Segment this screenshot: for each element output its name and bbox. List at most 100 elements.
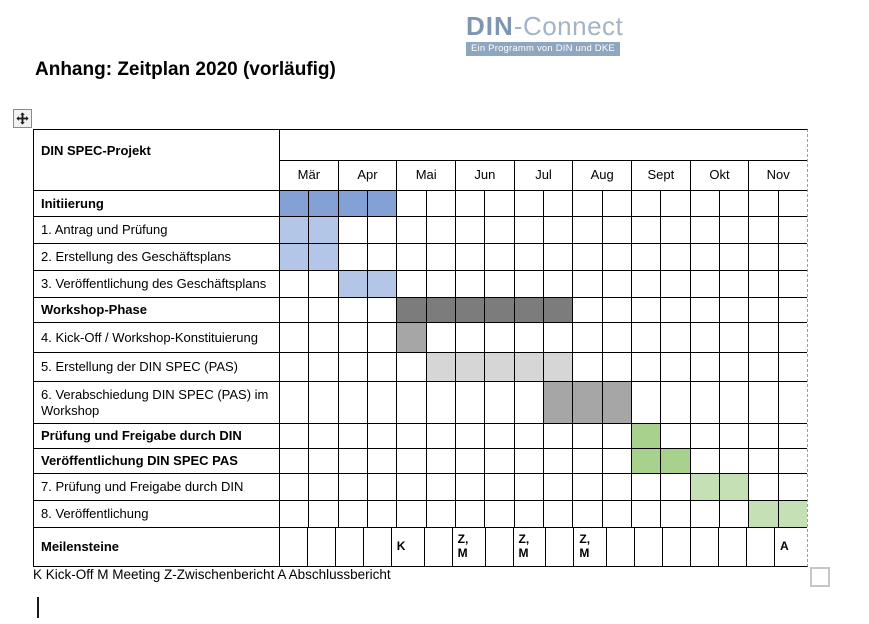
gantt-cell[interactable] — [544, 424, 574, 448]
gantt-cell[interactable] — [397, 474, 427, 500]
gantt-cell[interactable] — [309, 298, 339, 322]
gantt-cell[interactable] — [456, 501, 486, 527]
gantt-cell[interactable] — [632, 382, 662, 423]
gantt-cell[interactable] — [427, 474, 456, 500]
gantt-cell[interactable] — [280, 323, 310, 352]
gantt-cell[interactable] — [514, 298, 544, 322]
gantt-cell[interactable] — [515, 424, 544, 448]
gantt-cell[interactable] — [749, 474, 779, 500]
gantt-cell[interactable] — [691, 501, 720, 527]
gantt-cell[interactable] — [661, 449, 691, 473]
row-label[interactable]: Meilensteine — [34, 528, 280, 566]
gantt-cell[interactable] — [515, 474, 544, 500]
table-resize-handle[interactable] — [810, 567, 830, 587]
gantt-cell[interactable] — [661, 501, 691, 527]
row-label[interactable]: 8. Veröffentlichung — [34, 501, 280, 527]
gantt-cell[interactable] — [485, 191, 515, 216]
gantt-cell[interactable] — [339, 353, 368, 381]
gantt-cell[interactable] — [749, 298, 779, 322]
page-title[interactable]: Anhang: Zeitplan 2020 (vorläufig) — [35, 59, 336, 80]
gantt-cell[interactable] — [368, 353, 398, 381]
gantt-cell[interactable] — [336, 528, 364, 566]
gantt-cell[interactable] — [749, 191, 779, 216]
gantt-cell[interactable] — [720, 271, 750, 297]
gantt-cell[interactable] — [663, 528, 692, 566]
gantt-cell[interactable] — [607, 528, 636, 566]
gantt-cell[interactable] — [779, 191, 807, 216]
gantt-cell[interactable] — [632, 501, 662, 527]
gantt-cell[interactable] — [661, 271, 691, 297]
gantt-cell[interactable] — [573, 191, 603, 216]
gantt-cell[interactable] — [779, 298, 807, 322]
gantt-cell[interactable] — [397, 191, 427, 216]
gantt-cell[interactable] — [632, 353, 662, 381]
gantt-cell[interactable] — [368, 382, 398, 423]
gantt-cell[interactable] — [544, 244, 574, 270]
gantt-cell[interactable] — [779, 474, 807, 500]
gantt-cell[interactable] — [280, 424, 310, 448]
gantt-cell[interactable] — [661, 474, 691, 500]
row-label[interactable]: Workshop-Phase — [34, 298, 280, 322]
gantt-cell[interactable] — [397, 323, 427, 352]
gantt-cell[interactable] — [456, 271, 486, 297]
gantt-cell[interactable] — [280, 528, 308, 566]
gantt-cell[interactable] — [602, 382, 632, 423]
gantt-cell[interactable] — [280, 449, 310, 473]
gantt-cell[interactable] — [603, 271, 632, 297]
gantt-cell[interactable] — [309, 501, 339, 527]
gantt-cell[interactable] — [515, 271, 544, 297]
gantt-cell[interactable] — [720, 501, 750, 527]
gantt-cell[interactable] — [280, 382, 310, 423]
gantt-cell[interactable] — [309, 323, 339, 352]
gantt-cell[interactable] — [573, 353, 603, 381]
gantt-cell[interactable] — [456, 244, 486, 270]
gantt-cell[interactable] — [485, 298, 515, 322]
gantt-cell[interactable] — [368, 449, 398, 473]
gantt-cell[interactable] — [631, 424, 662, 448]
gantt-cell[interactable] — [573, 382, 603, 423]
gantt-cell[interactable] — [280, 217, 310, 243]
gantt-cell[interactable] — [632, 244, 662, 270]
gantt-cell[interactable] — [280, 244, 310, 270]
gantt-cell[interactable] — [515, 449, 544, 473]
gantt-cell[interactable] — [573, 474, 603, 500]
gantt-cell[interactable] — [573, 298, 603, 322]
gantt-cell[interactable] — [747, 528, 775, 566]
gantt-cell[interactable] — [603, 449, 632, 473]
gantt-cell[interactable] — [427, 244, 456, 270]
gantt-cell[interactable] — [309, 217, 339, 243]
gantt-cell[interactable] — [603, 298, 632, 322]
gantt-cell[interactable] — [426, 298, 456, 322]
row-label[interactable]: 4. Kick-Off / Workshop-Konstituierung — [34, 323, 280, 352]
gantt-cell[interactable] — [456, 191, 486, 216]
gantt-cell[interactable] — [515, 382, 544, 423]
gantt-cell[interactable] — [339, 474, 368, 500]
gantt-cell[interactable] — [456, 217, 486, 243]
gantt-cell[interactable] — [544, 449, 574, 473]
gantt-cell[interactable] — [397, 424, 427, 448]
gantt-cell[interactable] — [661, 353, 691, 381]
gantt-cell[interactable] — [515, 217, 544, 243]
gantt-cell[interactable] — [544, 323, 574, 352]
gantt-cell[interactable] — [514, 353, 544, 381]
gantt-cell[interactable] — [427, 501, 456, 527]
row-label[interactable]: 1. Antrag und Prüfung — [34, 217, 280, 243]
gantt-cell[interactable] — [779, 244, 807, 270]
gantt-cell[interactable] — [690, 474, 720, 500]
gantt-cell[interactable] — [280, 191, 310, 216]
row-label[interactable]: 6. Verabschiedung DIN SPEC (PAS) im Work… — [34, 382, 280, 423]
gantt-cell[interactable] — [603, 424, 632, 448]
milestone-cell[interactable]: K — [392, 528, 425, 566]
gantt-cell[interactable] — [631, 449, 662, 473]
gantt-cell[interactable] — [691, 528, 720, 566]
gantt-cell[interactable] — [368, 323, 398, 352]
gantt-cell[interactable] — [720, 424, 750, 448]
gantt-cell[interactable] — [485, 474, 515, 500]
gantt-cell[interactable] — [720, 191, 750, 216]
gantt-cell[interactable] — [573, 271, 603, 297]
gantt-cell[interactable] — [749, 271, 779, 297]
gantt-cell[interactable] — [397, 217, 427, 243]
gantt-cell[interactable] — [719, 528, 747, 566]
row-label[interactable]: Initiierung — [34, 191, 280, 216]
gantt-cell[interactable] — [691, 244, 720, 270]
